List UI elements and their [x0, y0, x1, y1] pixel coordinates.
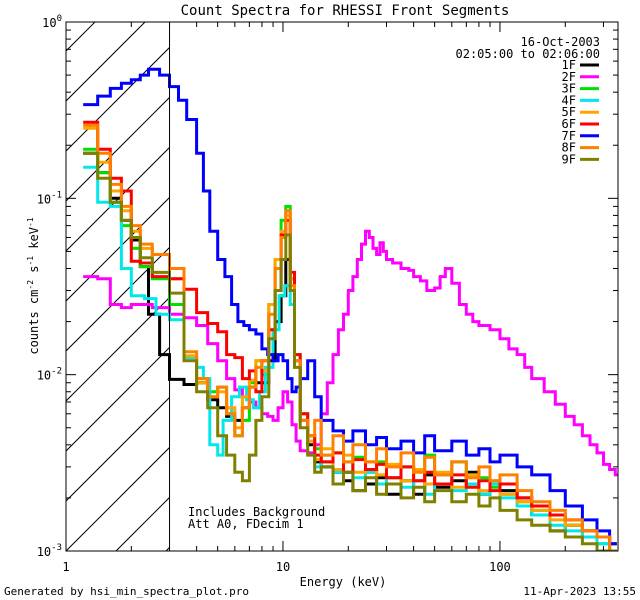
note-background: Includes Background — [188, 505, 325, 519]
legend-label-4F: 4F — [562, 93, 576, 107]
note-attenuator: Att A0, FDecim 1 — [188, 517, 304, 531]
x-tick-label: 1 — [62, 560, 69, 574]
axis-ticks — [65, 22, 618, 552]
series-layer — [83, 67, 618, 551]
series-line-9F — [83, 151, 617, 551]
x-tick-label: 10 — [276, 560, 290, 574]
y-tick-label: 10-2 — [37, 367, 62, 383]
y-tick-label: 10-3 — [37, 543, 62, 559]
series-line-2F — [83, 229, 618, 477]
footer-timestamp: 11-Apr-2023 13:55 — [523, 585, 636, 598]
legend-label-5F: 5F — [562, 105, 576, 119]
y-tick-label: 100 — [42, 14, 62, 30]
legend-label-9F: 9F — [562, 152, 576, 166]
legend-label-2F: 2F — [562, 70, 576, 84]
x-tick-label: 100 — [489, 560, 511, 574]
y-axis-label: counts cm-2 s-1 keV-1 — [26, 217, 41, 354]
hatch-line — [66, 396, 170, 502]
footer-generated-by: Generated by hsi_min_spectra_plot.pro — [4, 585, 249, 598]
hatch-line — [66, 446, 170, 551]
legend-label-6F: 6F — [562, 117, 576, 131]
y-tick-labels: 100 10-1 10-2 10-3 — [37, 14, 62, 559]
chart-title: Count Spectra for RHESSI Front Segments — [181, 3, 510, 19]
legend-label-8F: 8F — [562, 141, 576, 155]
hatch-line — [66, 96, 170, 202]
plot-frame — [65, 21, 619, 552]
hatch-line — [66, 196, 170, 302]
x-tick-labels: 1 10 100 — [62, 560, 510, 574]
legend-label-7F: 7F — [562, 129, 576, 143]
legend-label-3F: 3F — [562, 82, 576, 96]
time-range-label: 02:05:00 to 02:06:00 — [456, 47, 601, 61]
date-label: 16-Oct-2003 — [521, 35, 600, 49]
hatch-line — [66, 46, 170, 152]
x-axis-label: Energy (keV) — [300, 575, 387, 589]
y-tick-label: 10-1 — [37, 190, 62, 206]
legend-label-1F: 1F — [562, 58, 576, 72]
series-line-7F — [83, 67, 617, 546]
